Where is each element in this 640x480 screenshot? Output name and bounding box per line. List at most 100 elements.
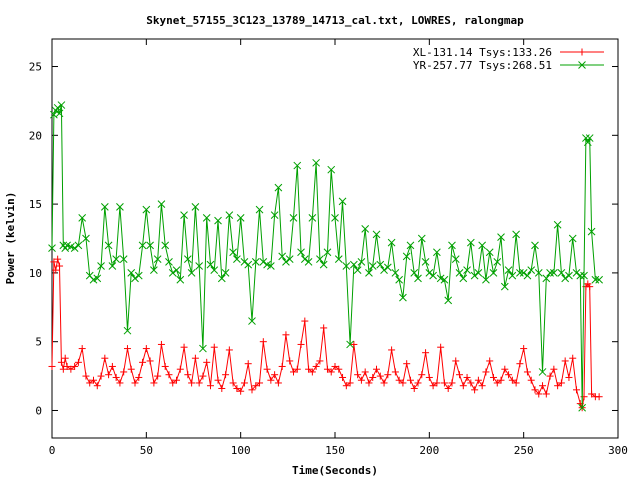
series-1 bbox=[48, 101, 603, 412]
data-point bbox=[308, 368, 316, 376]
data-point bbox=[240, 258, 249, 266]
data-point bbox=[252, 382, 260, 390]
data-point bbox=[50, 110, 58, 119]
y-tick-label: 25 bbox=[29, 61, 42, 74]
data-point bbox=[142, 345, 150, 353]
chart-title: Skynet_57155_3C123_13789_14713_cal.txt, … bbox=[146, 14, 524, 27]
data-point bbox=[535, 390, 543, 398]
data-point bbox=[180, 211, 188, 219]
data-point bbox=[78, 345, 86, 353]
data-point bbox=[572, 386, 580, 394]
data-point bbox=[361, 225, 370, 233]
data-point bbox=[531, 386, 539, 394]
data-point bbox=[429, 271, 437, 280]
data-point bbox=[334, 255, 343, 263]
data-point bbox=[572, 269, 581, 277]
data-point bbox=[251, 258, 260, 266]
data-point bbox=[433, 248, 441, 257]
data-point bbox=[191, 203, 200, 211]
data-point bbox=[154, 372, 162, 380]
data-point bbox=[274, 379, 282, 387]
data-point bbox=[549, 269, 558, 277]
data-point bbox=[320, 324, 328, 332]
data-point bbox=[527, 266, 536, 274]
data-point bbox=[319, 260, 328, 269]
data-point bbox=[489, 373, 497, 381]
data-point bbox=[256, 379, 264, 387]
data-point bbox=[338, 197, 347, 206]
data-point bbox=[153, 255, 162, 263]
data-point bbox=[493, 379, 501, 387]
data-point bbox=[561, 274, 570, 283]
data-point bbox=[199, 372, 207, 380]
data-point bbox=[195, 379, 203, 387]
y-tick-label: 10 bbox=[29, 267, 42, 280]
data-point bbox=[403, 360, 411, 368]
data-point bbox=[86, 379, 94, 387]
data-point bbox=[78, 214, 87, 222]
data-point bbox=[74, 358, 82, 366]
data-point bbox=[350, 340, 358, 348]
data-point bbox=[542, 390, 550, 398]
data-point bbox=[534, 269, 543, 277]
data-point bbox=[478, 382, 486, 390]
data-point bbox=[52, 266, 60, 274]
data-point bbox=[255, 205, 264, 214]
data-point bbox=[293, 161, 302, 170]
data-point bbox=[440, 379, 448, 387]
data-point bbox=[139, 358, 147, 366]
data-point bbox=[569, 354, 577, 362]
data-point bbox=[183, 255, 192, 263]
data-point bbox=[557, 379, 565, 387]
data-point bbox=[48, 244, 56, 252]
data-point bbox=[225, 211, 234, 219]
data-point bbox=[422, 349, 430, 357]
data-point bbox=[97, 262, 105, 270]
data-point bbox=[452, 357, 460, 365]
data-point bbox=[188, 379, 196, 387]
data-point bbox=[70, 244, 79, 252]
data-point bbox=[516, 269, 524, 277]
data-point bbox=[108, 262, 117, 270]
data-point bbox=[459, 274, 468, 283]
y-tick-label: 5 bbox=[35, 336, 42, 349]
data-point bbox=[437, 343, 445, 351]
data-point bbox=[595, 393, 603, 401]
data-point bbox=[459, 382, 467, 390]
x-tick-label: 100 bbox=[231, 444, 251, 457]
data-point bbox=[176, 275, 185, 284]
data-point bbox=[346, 340, 354, 349]
data-point bbox=[417, 234, 426, 243]
data-point bbox=[112, 255, 121, 263]
data-point bbox=[150, 379, 158, 387]
data-point bbox=[278, 362, 286, 370]
data-point bbox=[482, 368, 490, 376]
data-point bbox=[74, 241, 83, 250]
data-point bbox=[466, 238, 475, 247]
data-point bbox=[354, 371, 362, 379]
data-point bbox=[229, 379, 237, 387]
data-point bbox=[146, 241, 154, 250]
y-tick-label: 15 bbox=[29, 198, 42, 211]
series-line bbox=[51, 104, 600, 408]
data-point bbox=[501, 365, 509, 373]
data-point bbox=[57, 358, 65, 366]
x-tick-label: 0 bbox=[49, 444, 56, 457]
data-point bbox=[278, 252, 287, 261]
data-point bbox=[301, 317, 309, 325]
data-point bbox=[580, 271, 588, 280]
data-point bbox=[391, 269, 400, 277]
data-point bbox=[233, 255, 241, 263]
data-point bbox=[187, 269, 196, 277]
data-point bbox=[557, 269, 566, 277]
data-point bbox=[248, 317, 256, 325]
data-point bbox=[131, 274, 139, 283]
data-point bbox=[82, 234, 90, 243]
data-point bbox=[561, 357, 569, 365]
data-point bbox=[402, 252, 411, 261]
data-point bbox=[353, 266, 362, 274]
data-point bbox=[297, 248, 305, 257]
data-point bbox=[470, 271, 479, 280]
data-point bbox=[195, 262, 204, 270]
data-point bbox=[586, 283, 594, 291]
